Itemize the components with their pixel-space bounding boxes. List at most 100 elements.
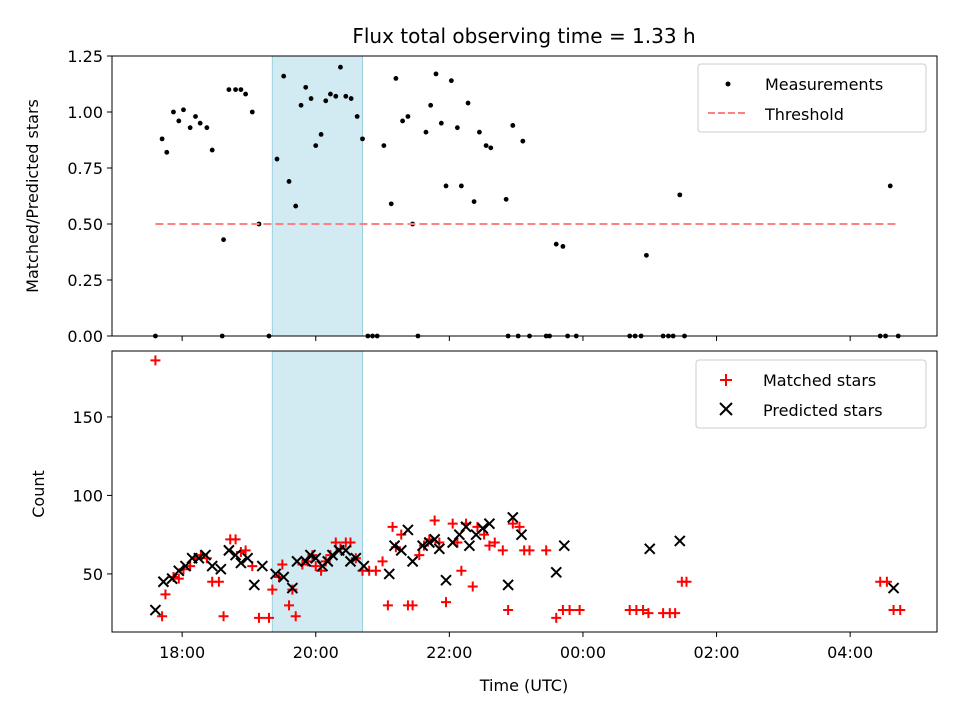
matched-star-point: [434, 537, 445, 548]
y-tick-label: 0.50: [67, 215, 103, 234]
ratio-axes-frame: [111, 55, 938, 337]
matched-star-point: [263, 612, 274, 623]
measurement-point: [405, 114, 411, 119]
ratio-legend-box: [697, 63, 927, 133]
measurement-point: [298, 102, 304, 108]
measurement-point: [181, 107, 186, 113]
measurement-point: [238, 87, 244, 92]
measurement-point: [221, 237, 226, 243]
matched-star-point: [407, 600, 418, 611]
predicted-star-point: [502, 579, 514, 591]
predicted-star-point: [241, 552, 254, 564]
matched-star-point: [253, 612, 264, 623]
matched-star-point: [467, 581, 478, 592]
matched-star-point: [240, 545, 251, 556]
matched-star-point: [377, 556, 388, 567]
measurement-point: [193, 114, 198, 119]
predicted-star-point: [440, 574, 452, 586]
y-tick-label: 0.75: [67, 159, 103, 178]
predicted-star-point: [477, 522, 489, 535]
ratio-panel: 0.00 0.25 0.50 0.75 1.00 1.25 Flux total obse…: [23, 24, 938, 346]
measurement-point: [393, 76, 399, 81]
matched-star-point: [218, 611, 229, 622]
predicted-star-point: [515, 528, 528, 541]
predicted-star-point: [463, 539, 476, 552]
measurement-point: [448, 78, 454, 84]
matched-star-point: [290, 611, 301, 622]
matched-star-point: [489, 537, 500, 548]
matched-star-point: [564, 605, 575, 616]
predicted-star-point: [344, 555, 357, 568]
measurement-point: [354, 114, 360, 119]
matched-star-point: [287, 584, 298, 595]
legend-measurements-label: Measurements: [765, 75, 883, 94]
ratio-y-axis-label: Matched/Predicted stars: [23, 99, 42, 293]
measurement-point: [187, 125, 193, 131]
matched-star-point: [484, 540, 495, 551]
x-axis-label: Time (UTC): [479, 676, 568, 695]
matched-star-point: [414, 550, 425, 561]
matched-star-point: [638, 605, 649, 616]
predicted-star-point: [277, 571, 290, 583]
measurement-point: [333, 93, 339, 99]
matched-star-point: [267, 584, 278, 595]
predicted-star-point: [887, 582, 900, 594]
y-tick-label: 1.25: [67, 47, 103, 66]
legend-predicted-label: Predicted stars: [763, 401, 883, 420]
matched-star-point: [160, 589, 171, 600]
chart-title: Flux total observing time = 1.33 h: [352, 24, 695, 48]
measurement-point: [428, 102, 434, 108]
y-tick-label: 150: [72, 408, 103, 427]
measurement-point: [553, 241, 559, 247]
predicted-star-point: [383, 568, 395, 580]
matched-star-point: [551, 612, 562, 623]
measurement-point: [488, 145, 494, 151]
predicted-star-point: [223, 544, 235, 557]
count-legend-box: [695, 359, 927, 429]
measurement-point: [343, 93, 349, 99]
predicted-star-point: [229, 549, 242, 561]
measurement-point: [197, 120, 203, 126]
matched-star-point: [441, 597, 452, 608]
measurement-point: [644, 252, 649, 258]
predicted-star-point: [358, 560, 370, 572]
predicted-star-point: [406, 555, 419, 568]
matched-star-point: [157, 611, 168, 622]
measurement-point: [510, 123, 516, 128]
predicted-star-point: [149, 604, 162, 616]
measurement-point: [176, 118, 182, 124]
matched-star-point: [574, 605, 585, 616]
x-tick-label: 00:00: [560, 643, 606, 662]
y-tick-label: 0.25: [67, 271, 103, 290]
measurement-point: [209, 147, 215, 153]
predicted-star-point: [157, 576, 170, 588]
predicted-star-point: [416, 539, 429, 552]
matched-star-point: [507, 518, 518, 529]
y-tick-label: 100: [72, 486, 103, 505]
measurement-point: [159, 136, 165, 142]
matched-star-point: [370, 565, 381, 576]
measurement-point: [471, 199, 477, 205]
predicted-star-point: [291, 555, 303, 568]
count-x-ticks: 18:00 20:00 22:00 00:00 02:00 04:00: [159, 632, 873, 662]
measurement-point: [520, 138, 526, 144]
observing-window-span: [271, 350, 364, 633]
measurement-point: [423, 129, 429, 135]
measurement-point: [438, 120, 444, 126]
predicted-star-point: [460, 521, 472, 533]
predicted-star-point: [322, 555, 334, 568]
predicted-star-point: [215, 563, 227, 575]
matched-star-point: [514, 521, 525, 532]
measurement-point: [303, 84, 309, 90]
measurement-point: [164, 149, 170, 155]
matched-star-point: [541, 545, 552, 556]
predicted-star-point: [304, 549, 317, 561]
predicted-star-point: [286, 582, 299, 594]
matched-star-point: [387, 521, 398, 532]
measurement-point: [388, 201, 394, 207]
measurement-point: [443, 183, 449, 189]
matched-star-point: [230, 534, 241, 545]
measurement-point: [465, 100, 471, 106]
